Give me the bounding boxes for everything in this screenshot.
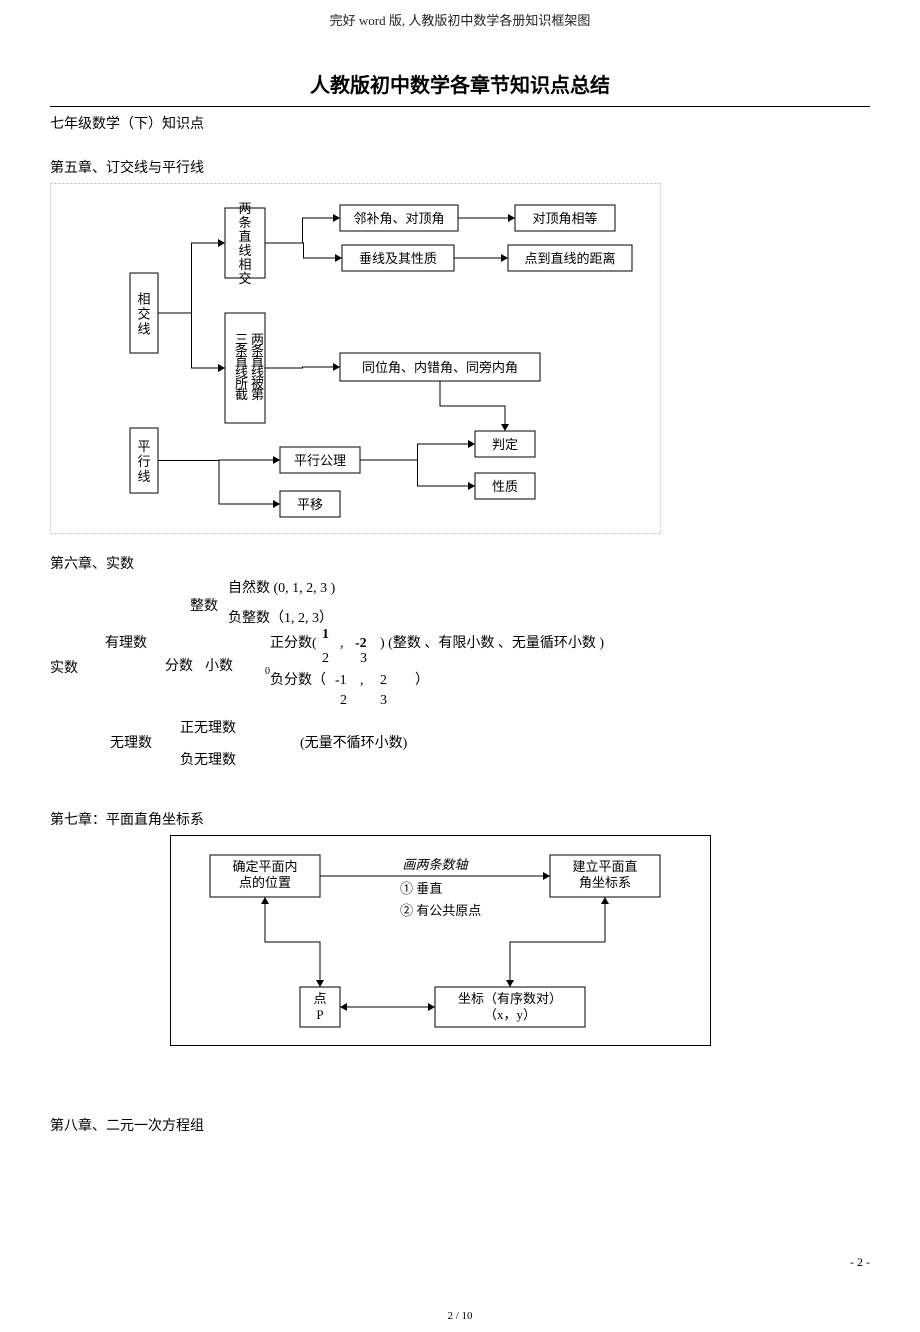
- svg-text:两: 两: [238, 201, 251, 216]
- svg-text:线: 线: [137, 322, 150, 337]
- svg-text:行: 行: [137, 454, 150, 469]
- subtitle: 七年级数学（下）知识点: [50, 113, 870, 133]
- svg-text:平移: 平移: [297, 497, 323, 512]
- chapter5-heading: 第五章、订交线与平行线: [50, 157, 870, 177]
- svg-text:建立平面直: 建立平面直: [572, 859, 637, 874]
- svg-text:角坐标系: 角坐标系: [579, 875, 631, 890]
- title-rule: [50, 106, 870, 107]
- svg-text:判定: 判定: [492, 437, 518, 452]
- label-zhengfen: 正分数(: [270, 634, 317, 654]
- label-ziranshu: 自然数 (0, 1, 2, 3 ): [228, 579, 335, 599]
- svg-text:相: 相: [238, 257, 251, 272]
- svg-text:第: 第: [251, 387, 264, 402]
- svg-text:直: 直: [238, 229, 251, 244]
- neg-1b: 2: [340, 691, 347, 711]
- neg-2: 2: [380, 671, 387, 691]
- label-fufen-after: ）: [415, 671, 429, 691]
- label-fuwuli: 负无理数: [180, 751, 236, 771]
- svg-text:交: 交: [238, 271, 251, 286]
- label-xiaoshu: 小数: [205, 657, 233, 677]
- svg-text:P: P: [316, 1007, 323, 1022]
- page-number-right: - 2 -: [50, 1255, 870, 1270]
- svg-text:截: 截: [235, 387, 248, 402]
- svg-text:② 有公共原点: ② 有公共原点: [400, 903, 481, 918]
- label-fuzhengshu: 负整数（1, 2, 3）: [228, 609, 333, 629]
- page-title: 人教版初中数学各章节知识点总结: [50, 69, 870, 98]
- chapter6-tree: 实数 有理数 无理数 整数 分数 小数 自然数 (0, 1, 2, 3 ) 负整…: [50, 579, 870, 789]
- svg-text:平: 平: [137, 439, 150, 454]
- svg-text:线: 线: [137, 469, 150, 484]
- neg-1: -1: [335, 671, 347, 691]
- neg-2b: 3: [380, 691, 387, 711]
- label-fenshu: 分数: [165, 657, 193, 677]
- label-wuli: 无理数: [110, 734, 152, 754]
- label-zhengwuli: 正无理数: [180, 719, 236, 739]
- svg-text:确定平面内: 确定平面内: [232, 859, 297, 874]
- svg-text:（x，y）: （x，y）: [484, 1007, 536, 1022]
- svg-text:画两条数轴: 画两条数轴: [402, 857, 469, 872]
- label-youli: 有理数: [105, 634, 147, 654]
- svg-text:对顶角相等: 对顶角相等: [532, 211, 597, 226]
- svg-text:点的位置: 点的位置: [239, 875, 291, 890]
- svg-text:垂线及其性质: 垂线及其性质: [359, 251, 437, 266]
- chapter7-diagram: 确定平面内点的位置 建立平面直角坐标系点P 坐标（有序数对）（x，y） 画两条数轴 ① …: [170, 835, 890, 1055]
- svg-text:点: 点: [313, 991, 326, 1006]
- svg-text:邻补角、对顶角: 邻补角、对顶角: [353, 211, 444, 226]
- svg-text:点到直线的距离: 点到直线的距离: [524, 251, 615, 266]
- label-zhengshu: 整数: [190, 597, 218, 617]
- svg-text:坐标（有序数对）: 坐标（有序数对）: [458, 991, 562, 1006]
- frac-1: 1: [322, 625, 329, 645]
- frac-1b: 2: [322, 649, 329, 669]
- label-zhengfen-after: ) (整数 、有限小数 、无量循环小数 ): [380, 634, 604, 654]
- svg-text:线: 线: [238, 243, 251, 258]
- svg-text:性质: 性质: [492, 479, 518, 494]
- label-shishu: 实数: [50, 659, 78, 679]
- svg-text:平行公理: 平行公理: [294, 453, 346, 468]
- svg-text:同位角、内错角、同旁内角: 同位角、内错角、同旁内角: [362, 360, 518, 375]
- chapter8-heading: 第八章、二元一次方程组: [50, 1115, 870, 1135]
- doc-header: 完好 word 版, 人教版初中数学各册知识框架图: [50, 10, 870, 29]
- label-wuliang: (无量不循环小数): [300, 734, 407, 754]
- svg-text:相: 相: [137, 292, 150, 307]
- svg-text:交: 交: [137, 307, 150, 322]
- svg-text:条: 条: [238, 215, 251, 230]
- chapter6-heading: 第六章、实数: [50, 553, 870, 573]
- page-number-center: 2 / 10: [50, 1310, 870, 1322]
- chapter7-heading: 第七章：平面直角坐标系: [50, 809, 870, 829]
- svg-text:① 垂直: ① 垂直: [400, 881, 442, 896]
- frac-2b: 3: [360, 649, 367, 669]
- chapter5-diagram: 相交线平行线两条直线相交三条直线所截两条直线被第平行公理平移邻补角、对顶角对顶角…: [50, 183, 770, 543]
- label-fufen: 负分数（: [270, 671, 326, 691]
